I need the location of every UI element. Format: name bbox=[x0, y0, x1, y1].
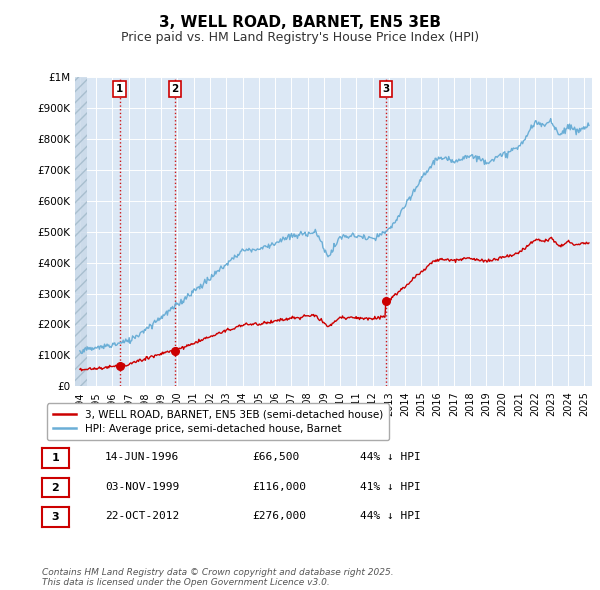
Text: Contains HM Land Registry data © Crown copyright and database right 2025.
This d: Contains HM Land Registry data © Crown c… bbox=[42, 568, 394, 587]
Bar bbox=[75, 77, 87, 386]
Text: 2: 2 bbox=[171, 84, 178, 94]
Text: 44% ↓ HPI: 44% ↓ HPI bbox=[360, 453, 421, 462]
Text: 41% ↓ HPI: 41% ↓ HPI bbox=[360, 482, 421, 491]
Text: 14-JUN-1996: 14-JUN-1996 bbox=[105, 453, 179, 462]
Text: 1: 1 bbox=[116, 84, 124, 94]
Text: £66,500: £66,500 bbox=[252, 453, 299, 462]
Text: £276,000: £276,000 bbox=[252, 512, 306, 521]
Text: Price paid vs. HM Land Registry's House Price Index (HPI): Price paid vs. HM Land Registry's House … bbox=[121, 31, 479, 44]
Text: 3: 3 bbox=[382, 84, 389, 94]
Text: 3: 3 bbox=[52, 512, 59, 522]
Text: £116,000: £116,000 bbox=[252, 482, 306, 491]
Text: 03-NOV-1999: 03-NOV-1999 bbox=[105, 482, 179, 491]
Text: 44% ↓ HPI: 44% ↓ HPI bbox=[360, 512, 421, 521]
Text: 3, WELL ROAD, BARNET, EN5 3EB: 3, WELL ROAD, BARNET, EN5 3EB bbox=[159, 15, 441, 30]
Legend: 3, WELL ROAD, BARNET, EN5 3EB (semi-detached house), HPI: Average price, semi-de: 3, WELL ROAD, BARNET, EN5 3EB (semi-deta… bbox=[47, 404, 389, 440]
Text: 1: 1 bbox=[52, 453, 59, 463]
Text: 2: 2 bbox=[52, 483, 59, 493]
Text: 22-OCT-2012: 22-OCT-2012 bbox=[105, 512, 179, 521]
